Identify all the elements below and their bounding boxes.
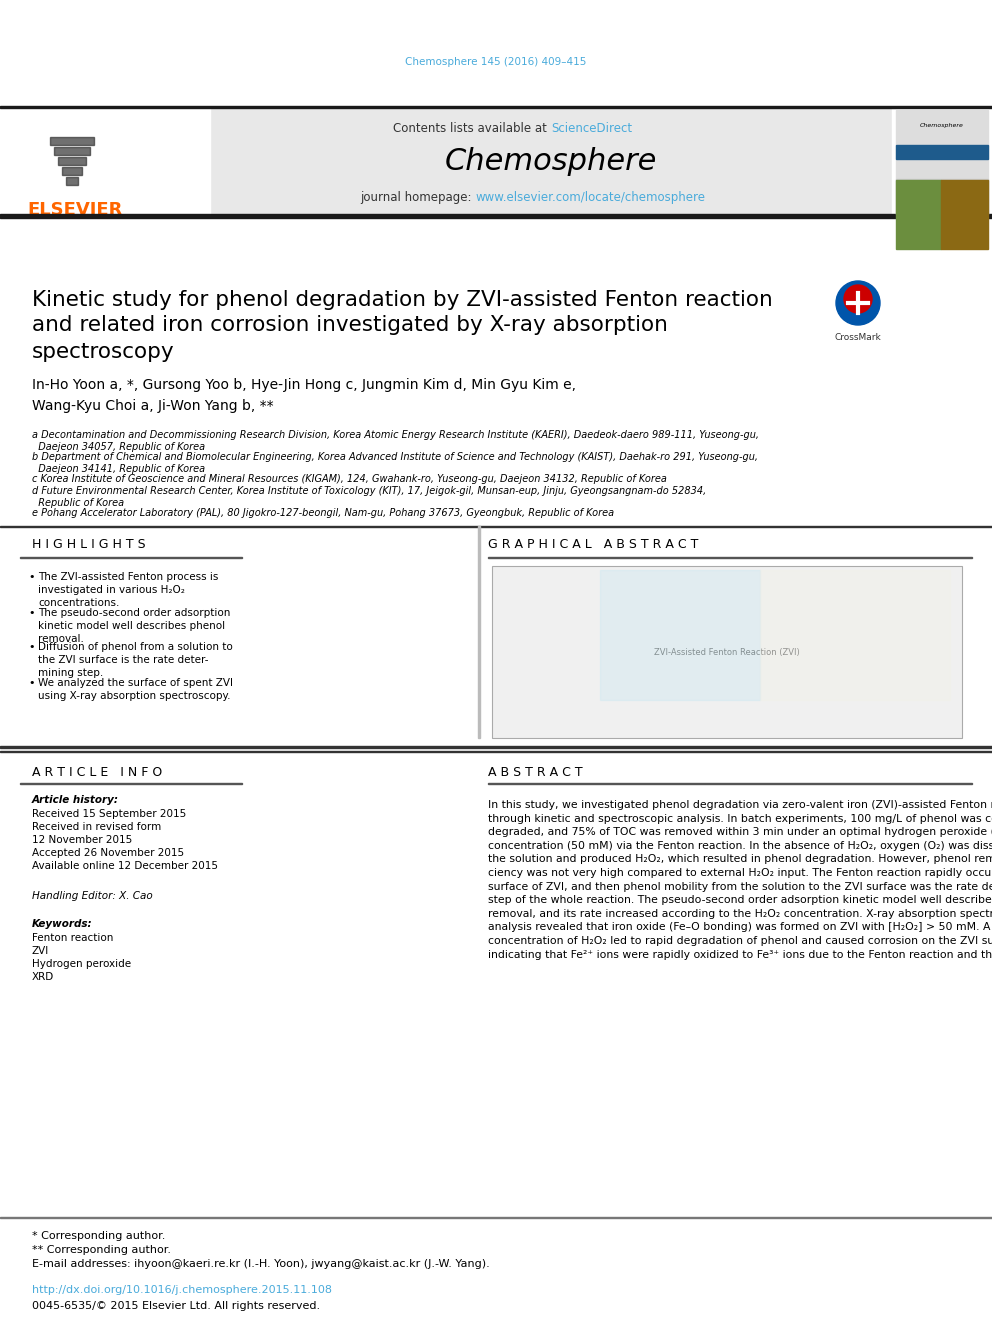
Text: Wang-Kyu Choi a, Ji-Won Yang b, **: Wang-Kyu Choi a, Ji-Won Yang b, ** — [32, 400, 274, 413]
Text: •: • — [28, 572, 35, 582]
Bar — [941, 180, 988, 249]
Bar — [896, 110, 988, 214]
Text: * Corresponding author.: * Corresponding author. — [32, 1230, 166, 1241]
Text: G R A P H I C A L   A B S T R A C T: G R A P H I C A L A B S T R A C T — [488, 538, 698, 552]
Text: Available online 12 December 2015: Available online 12 December 2015 — [32, 861, 218, 871]
Text: 0045-6535/© 2015 Elsevier Ltd. All rights reserved.: 0045-6535/© 2015 Elsevier Ltd. All right… — [32, 1301, 320, 1311]
Bar — [892, 108, 992, 216]
Text: The ZVI-assisted Fenton process is
investigated in various H₂O₂
concentrations.: The ZVI-assisted Fenton process is inves… — [38, 572, 218, 609]
Bar — [478, 527, 479, 738]
Text: Chemosphere 145 (2016) 409–415: Chemosphere 145 (2016) 409–415 — [406, 57, 586, 67]
Text: d Future Environmental Research Center, Korea Institute of Toxicology (KIT), 17,: d Future Environmental Research Center, … — [32, 486, 706, 508]
Bar — [600, 570, 760, 700]
Text: ** Corresponding author.: ** Corresponding author. — [32, 1245, 171, 1256]
Bar — [66, 177, 78, 185]
Text: ZVI: ZVI — [32, 946, 50, 957]
Text: spectroscopy: spectroscopy — [32, 343, 175, 363]
Bar — [50, 138, 94, 146]
Text: Received 15 September 2015: Received 15 September 2015 — [32, 808, 186, 819]
Text: ZVI-Assisted Fenton Reaction (ZVI): ZVI-Assisted Fenton Reaction (ZVI) — [654, 647, 800, 656]
Text: Accepted 26 November 2015: Accepted 26 November 2015 — [32, 848, 185, 859]
Bar — [18, 120, 138, 200]
Bar — [0, 525, 992, 527]
Text: c Korea Institute of Geoscience and Mineral Resources (KIGAM), 124, Gwahank-ro, : c Korea Institute of Geoscience and Mine… — [32, 474, 667, 484]
Text: e Pohang Accelerator Laboratory (PAL), 80 Jigokro-127-beongil, Nam-gu, Pohang 37: e Pohang Accelerator Laboratory (PAL), 8… — [32, 508, 614, 519]
Text: Hydrogen peroxide: Hydrogen peroxide — [32, 959, 131, 968]
Text: A R T I C L E   I N F O: A R T I C L E I N F O — [32, 766, 163, 778]
Text: Diffusion of phenol from a solution to
the ZVI surface is the rate deter-
mining: Diffusion of phenol from a solution to t… — [38, 642, 233, 679]
Text: In-Ho Yoon a, *, Gursong Yoo b, Hye-Jin Hong c, Jungmin Kim d, Min Gyu Kim e,: In-Ho Yoon a, *, Gursong Yoo b, Hye-Jin … — [32, 378, 576, 392]
Text: Handling Editor: X. Cao: Handling Editor: X. Cao — [32, 890, 153, 901]
Circle shape — [836, 280, 880, 325]
Text: •: • — [28, 642, 35, 652]
Text: a Decontamination and Decommissioning Research Division, Korea Atomic Energy Res: a Decontamination and Decommissioning Re… — [32, 430, 759, 452]
Text: journal homepage:: journal homepage: — [360, 192, 475, 205]
FancyBboxPatch shape — [492, 566, 962, 738]
Bar — [210, 108, 892, 216]
Text: •: • — [28, 677, 35, 688]
Text: Received in revised form: Received in revised form — [32, 822, 162, 832]
Bar — [896, 146, 988, 159]
Text: In this study, we investigated phenol degradation via zero-valent iron (ZVI)-ass: In this study, we investigated phenol de… — [488, 800, 992, 959]
Text: Chemosphere: Chemosphere — [920, 123, 964, 127]
Text: Contents lists available at: Contents lists available at — [394, 122, 551, 135]
Text: ELSEVIER: ELSEVIER — [28, 201, 123, 220]
Bar — [62, 167, 82, 175]
Text: Article history:: Article history: — [32, 795, 119, 804]
Text: H I G H L I G H T S: H I G H L I G H T S — [32, 538, 146, 552]
Circle shape — [844, 284, 872, 314]
Text: www.elsevier.com/locate/chemosphere: www.elsevier.com/locate/chemosphere — [475, 192, 705, 205]
Bar — [760, 570, 950, 700]
Bar — [0, 106, 992, 108]
Text: b Department of Chemical and Biomolecular Engineering, Korea Advanced Institute : b Department of Chemical and Biomolecula… — [32, 452, 758, 475]
Text: Keywords:: Keywords: — [32, 919, 92, 929]
Text: The pseudo-second order adsorption
kinetic model well describes phenol
removal.: The pseudo-second order adsorption kinet… — [38, 609, 230, 644]
Text: •: • — [28, 609, 35, 618]
Text: 12 November 2015: 12 November 2015 — [32, 835, 132, 845]
Bar — [0, 746, 992, 747]
Text: http://dx.doi.org/10.1016/j.chemosphere.2015.11.108: http://dx.doi.org/10.1016/j.chemosphere.… — [32, 1285, 332, 1295]
Bar — [0, 108, 210, 216]
Bar — [896, 180, 941, 249]
Bar — [54, 147, 90, 155]
Text: Fenton reaction: Fenton reaction — [32, 933, 113, 943]
Bar — [58, 157, 86, 165]
Text: CrossMark: CrossMark — [834, 333, 881, 343]
Text: Chemosphere: Chemosphere — [444, 147, 657, 176]
Text: A B S T R A C T: A B S T R A C T — [488, 766, 582, 778]
Text: E-mail addresses: ihyoon@kaeri.re.kr (I.-H. Yoon), jwyang@kaist.ac.kr (J.-W. Yan: E-mail addresses: ihyoon@kaeri.re.kr (I.… — [32, 1259, 490, 1269]
Text: Kinetic study for phenol degradation by ZVI-assisted Fenton reaction: Kinetic study for phenol degradation by … — [32, 290, 773, 310]
Bar — [896, 179, 988, 214]
Text: ScienceDirect: ScienceDirect — [551, 122, 632, 135]
Bar — [0, 214, 992, 218]
Text: We analyzed the surface of spent ZVI
using X-ray absorption spectroscopy.: We analyzed the surface of spent ZVI usi… — [38, 677, 233, 701]
Text: and related iron corrosion investigated by X-ray absorption: and related iron corrosion investigated … — [32, 315, 668, 335]
Text: XRD: XRD — [32, 972, 55, 982]
